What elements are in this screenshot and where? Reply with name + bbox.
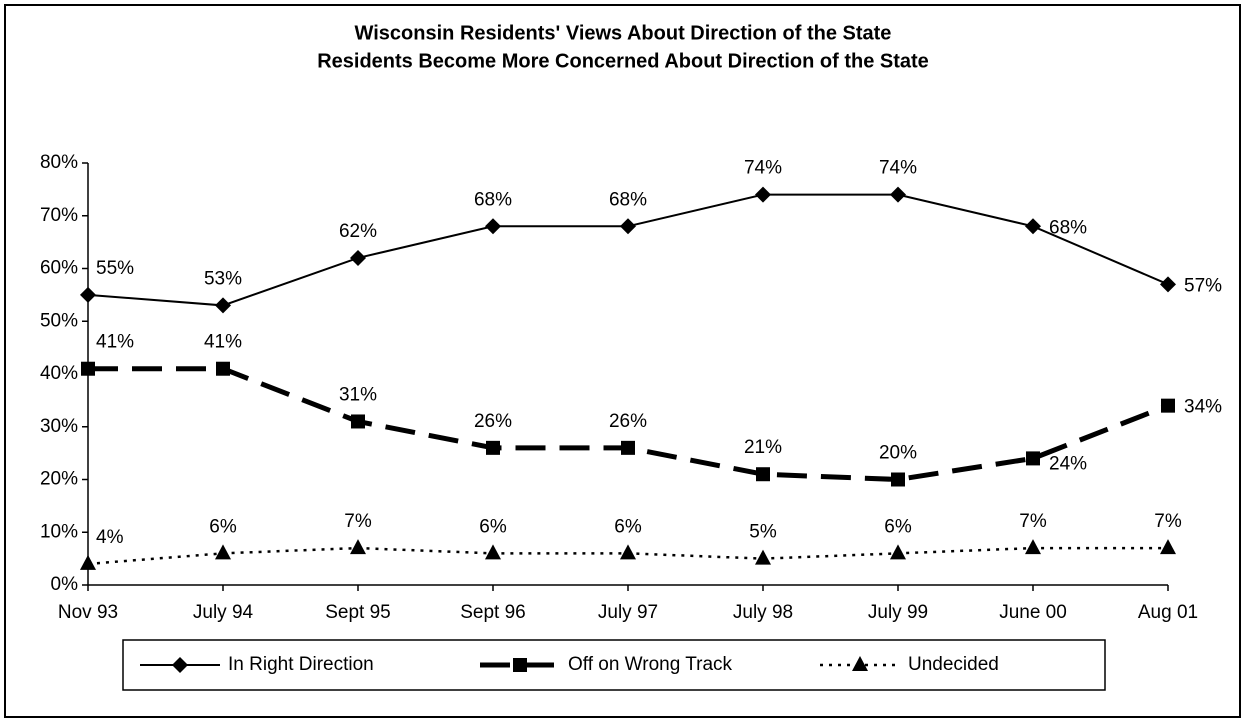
legend-marker bbox=[172, 657, 188, 673]
data-point bbox=[215, 297, 231, 314]
data-point bbox=[81, 361, 95, 376]
data-label: 57% bbox=[1184, 275, 1222, 296]
y-tick-label: 20% bbox=[40, 469, 78, 490]
data-point bbox=[620, 544, 636, 560]
data-label: 68% bbox=[609, 189, 647, 210]
data-label: 7% bbox=[1154, 511, 1182, 532]
y-tick-label: 30% bbox=[40, 416, 78, 437]
data-point bbox=[350, 249, 366, 266]
x-tick-label: Sept 96 bbox=[460, 602, 526, 623]
legend-box bbox=[122, 639, 1106, 691]
legend-label: In Right Direction bbox=[228, 654, 374, 675]
data-label: 53% bbox=[204, 268, 242, 289]
data-point bbox=[620, 218, 636, 235]
legend-label: Off on Wrong Track bbox=[568, 654, 733, 675]
x-tick-label: July 94 bbox=[193, 602, 254, 623]
data-point bbox=[755, 186, 771, 203]
data-point bbox=[755, 549, 771, 565]
data-label: 26% bbox=[474, 411, 512, 432]
data-point bbox=[351, 414, 365, 429]
data-label: 68% bbox=[474, 189, 512, 210]
data-point bbox=[1160, 539, 1176, 555]
data-point bbox=[486, 440, 500, 455]
data-label: 7% bbox=[1019, 511, 1047, 532]
data-point bbox=[1026, 451, 1040, 466]
data-label: 20% bbox=[879, 443, 917, 464]
chart-title: Wisconsin Residents' Views About Directi… bbox=[355, 22, 892, 44]
data-point bbox=[890, 544, 906, 560]
data-point bbox=[216, 361, 230, 376]
data-point bbox=[1025, 539, 1041, 555]
data-point bbox=[1161, 398, 1175, 413]
data-label: 7% bbox=[344, 511, 372, 532]
legend-label: Undecided bbox=[908, 654, 999, 675]
data-label: 26% bbox=[609, 411, 647, 432]
x-tick-label: Nov 93 bbox=[58, 602, 118, 623]
y-tick-label: 10% bbox=[40, 521, 78, 542]
y-tick-label: 40% bbox=[40, 363, 78, 384]
data-point bbox=[485, 218, 501, 235]
x-tick-label: July 97 bbox=[598, 602, 658, 623]
data-point bbox=[1025, 218, 1041, 235]
data-label: 6% bbox=[884, 516, 912, 537]
data-label: 31% bbox=[339, 384, 377, 405]
data-label: 21% bbox=[744, 437, 782, 458]
data-label: 24% bbox=[1049, 453, 1087, 474]
y-tick-label: 60% bbox=[40, 258, 78, 279]
data-label: 5% bbox=[749, 522, 777, 543]
data-label: 6% bbox=[209, 516, 237, 537]
x-tick-label: June 00 bbox=[999, 602, 1067, 623]
y-tick-label: 80% bbox=[40, 152, 78, 173]
data-point bbox=[756, 467, 770, 482]
data-point bbox=[1160, 276, 1176, 293]
data-point bbox=[891, 472, 905, 487]
data-label: 6% bbox=[479, 516, 507, 537]
data-label: 34% bbox=[1184, 397, 1222, 418]
data-label: 41% bbox=[204, 332, 242, 353]
y-tick-label: 50% bbox=[40, 310, 78, 331]
data-label: 74% bbox=[744, 158, 782, 179]
data-point bbox=[80, 554, 96, 570]
data-label: 41% bbox=[96, 332, 134, 353]
legend-marker bbox=[513, 658, 527, 672]
x-tick-label: Aug 01 bbox=[1138, 602, 1198, 623]
data-label: 74% bbox=[879, 158, 917, 179]
data-label: 68% bbox=[1049, 217, 1087, 238]
x-tick-label: Sept 95 bbox=[325, 602, 391, 623]
data-label: 6% bbox=[614, 516, 642, 537]
data-point bbox=[890, 186, 906, 203]
x-tick-label: July 99 bbox=[868, 602, 928, 623]
data-label: 55% bbox=[96, 258, 134, 279]
y-tick-label: 70% bbox=[40, 205, 78, 226]
chart-subtitle: Residents Become More Concerned About Di… bbox=[317, 50, 929, 72]
data-label: 62% bbox=[339, 221, 377, 242]
x-tick-label: July 98 bbox=[733, 602, 793, 623]
legend-marker bbox=[852, 656, 868, 671]
data-point bbox=[350, 539, 366, 555]
data-point bbox=[215, 544, 231, 560]
data-point bbox=[80, 286, 96, 303]
data-point bbox=[485, 544, 501, 560]
data-point bbox=[621, 440, 635, 455]
data-label: 4% bbox=[96, 527, 124, 548]
chart-border bbox=[4, 4, 1241, 718]
y-tick-label: 0% bbox=[51, 574, 79, 595]
